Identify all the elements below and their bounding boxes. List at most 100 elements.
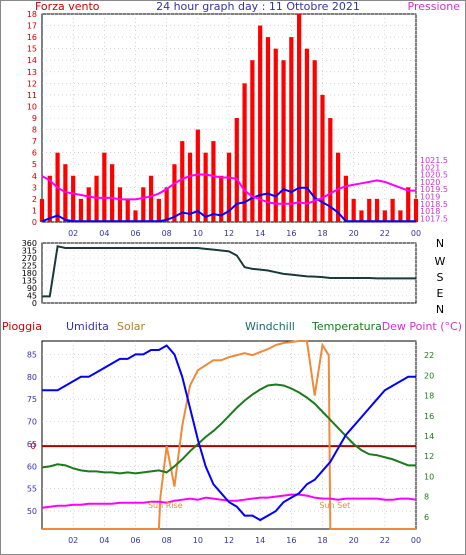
x-tick-label: 14 bbox=[255, 229, 265, 238]
y-right-tick-label: 1021.5 bbox=[420, 156, 448, 165]
wind-gust-bar bbox=[289, 37, 294, 222]
y-tick-label: 45 bbox=[27, 292, 37, 301]
y-tick-label: 90 bbox=[27, 284, 37, 293]
y-tick-label: 8 bbox=[32, 126, 37, 135]
windchill-label: Windchill bbox=[245, 320, 295, 333]
wind-gust-bar bbox=[312, 60, 317, 222]
y-tick-label: 14 bbox=[27, 56, 37, 65]
y-tick-label: 11 bbox=[27, 91, 37, 100]
x-tick-label: 10 bbox=[193, 229, 203, 238]
wind-gust-bar bbox=[234, 118, 239, 222]
wind-gust-bar bbox=[359, 210, 364, 222]
wind-gust-bar bbox=[320, 94, 325, 222]
wind-gust-bar bbox=[195, 129, 200, 222]
y-tick-label: 70 bbox=[27, 418, 37, 427]
wind-chart: 01234567891011121314151617181017.5101810… bbox=[27, 10, 448, 238]
y-tick-label: 180 bbox=[22, 269, 37, 278]
wind-gust-bar bbox=[258, 25, 263, 222]
y-tick-label: 5 bbox=[32, 160, 37, 169]
y-right-tick-label: 1021 bbox=[420, 163, 440, 172]
y-right-tick-label: 1018 bbox=[420, 207, 440, 216]
wind-gust-bar bbox=[187, 152, 193, 222]
y-tick-label: 6 bbox=[32, 149, 37, 158]
solar-line bbox=[42, 340, 416, 530]
x-tick-label: 20 bbox=[349, 536, 359, 545]
wind-gust-bar bbox=[133, 210, 138, 222]
sun-rise-label: Sun Rise bbox=[148, 501, 183, 510]
sun-set-label: Sun Set bbox=[319, 501, 350, 510]
dewpoint-label: Dew Point (°C) bbox=[382, 320, 462, 333]
wind-axis-label: Forza vento bbox=[35, 0, 100, 13]
x-tick-label: 02 bbox=[68, 536, 78, 545]
y-tick-label: 55 bbox=[27, 485, 37, 494]
wind-gust-bar bbox=[367, 198, 372, 222]
y-right-tick-label: 20 bbox=[424, 371, 434, 380]
wind-gust-bar bbox=[203, 152, 208, 222]
x-tick-label: 08 bbox=[162, 536, 172, 545]
y-right-tick-label: 22 bbox=[424, 351, 434, 360]
y-tick-label: 7 bbox=[32, 137, 37, 146]
rain-zero-label: 0 bbox=[30, 442, 36, 452]
y-tick-label: 0 bbox=[32, 299, 37, 308]
wind_avg-line bbox=[41, 186, 416, 223]
wind-gust-bar bbox=[125, 198, 130, 222]
y-tick-label: 225 bbox=[22, 262, 37, 271]
wind-gust-bar bbox=[374, 198, 380, 222]
x-tick-label: 04 bbox=[99, 536, 109, 545]
x-tick-label: 22 bbox=[380, 229, 390, 238]
wind-gust-bar bbox=[390, 198, 395, 222]
x-tick-label: 06 bbox=[130, 536, 140, 545]
wind-gust-bar bbox=[304, 48, 310, 222]
y-tick-label: 270 bbox=[22, 254, 37, 263]
y-right-tick-label: 1019.5 bbox=[420, 185, 448, 194]
y-tick-label: 3 bbox=[32, 183, 37, 192]
y-tick-label: 65 bbox=[27, 440, 37, 449]
wind-gust-bar bbox=[63, 164, 68, 222]
compass-label: N bbox=[436, 303, 444, 316]
y-tick-label: 75 bbox=[27, 395, 37, 404]
y-tick-label: 50 bbox=[27, 507, 37, 516]
temperature-label: Temperatura bbox=[311, 320, 382, 333]
temperature-line bbox=[41, 383, 416, 475]
y-right-tick-label: 14 bbox=[424, 432, 434, 441]
x-tick-label: 14 bbox=[255, 536, 265, 545]
wind-gust-bar bbox=[102, 152, 107, 222]
y-tick-label: 17 bbox=[27, 22, 37, 31]
x-tick-label: 12 bbox=[224, 536, 234, 545]
wind-gust-bar bbox=[148, 175, 154, 222]
y-right-tick-label: 1020 bbox=[420, 178, 440, 187]
wind-gust-bar bbox=[219, 175, 224, 222]
y-right-tick-label: 18 bbox=[424, 392, 434, 401]
x-tick-label: 22 bbox=[380, 536, 390, 545]
x-tick-label: 06 bbox=[130, 229, 140, 238]
compass-label: W bbox=[435, 255, 446, 268]
y-tick-label: 135 bbox=[22, 277, 37, 286]
y-tick-label: 360 bbox=[22, 239, 37, 248]
wind-gust-bar bbox=[86, 187, 91, 222]
compass-label: N bbox=[436, 237, 444, 250]
y-tick-label: 315 bbox=[22, 247, 37, 256]
x-tick-label: 18 bbox=[317, 229, 327, 238]
y-tick-label: 12 bbox=[27, 79, 37, 88]
wind-gust-bar bbox=[413, 198, 419, 222]
x-tick-label: 16 bbox=[286, 229, 296, 238]
humidity-label: Umidita bbox=[66, 320, 109, 333]
pressure-line bbox=[41, 173, 416, 205]
compass-label: S bbox=[437, 271, 444, 284]
x-tick-label: 02 bbox=[68, 229, 78, 238]
y-tick-label: 60 bbox=[27, 462, 37, 471]
y-right-tick-label: 1019 bbox=[420, 192, 440, 201]
wind-gust-bar bbox=[180, 141, 185, 222]
wind-gust-bar bbox=[39, 198, 45, 222]
x-tick-label: 16 bbox=[286, 536, 296, 545]
wind-gust-bar bbox=[351, 198, 356, 222]
y-tick-label: 13 bbox=[27, 68, 37, 77]
wind-gust-bar bbox=[71, 175, 76, 222]
y-tick-label: 15 bbox=[27, 45, 37, 54]
y-tick-label: 2 bbox=[32, 195, 37, 204]
wind-gust-bar bbox=[172, 164, 177, 222]
wind-gust-bar bbox=[242, 83, 247, 222]
y-right-tick-label: 8 bbox=[424, 493, 429, 502]
wind-gust-bar bbox=[117, 187, 123, 222]
